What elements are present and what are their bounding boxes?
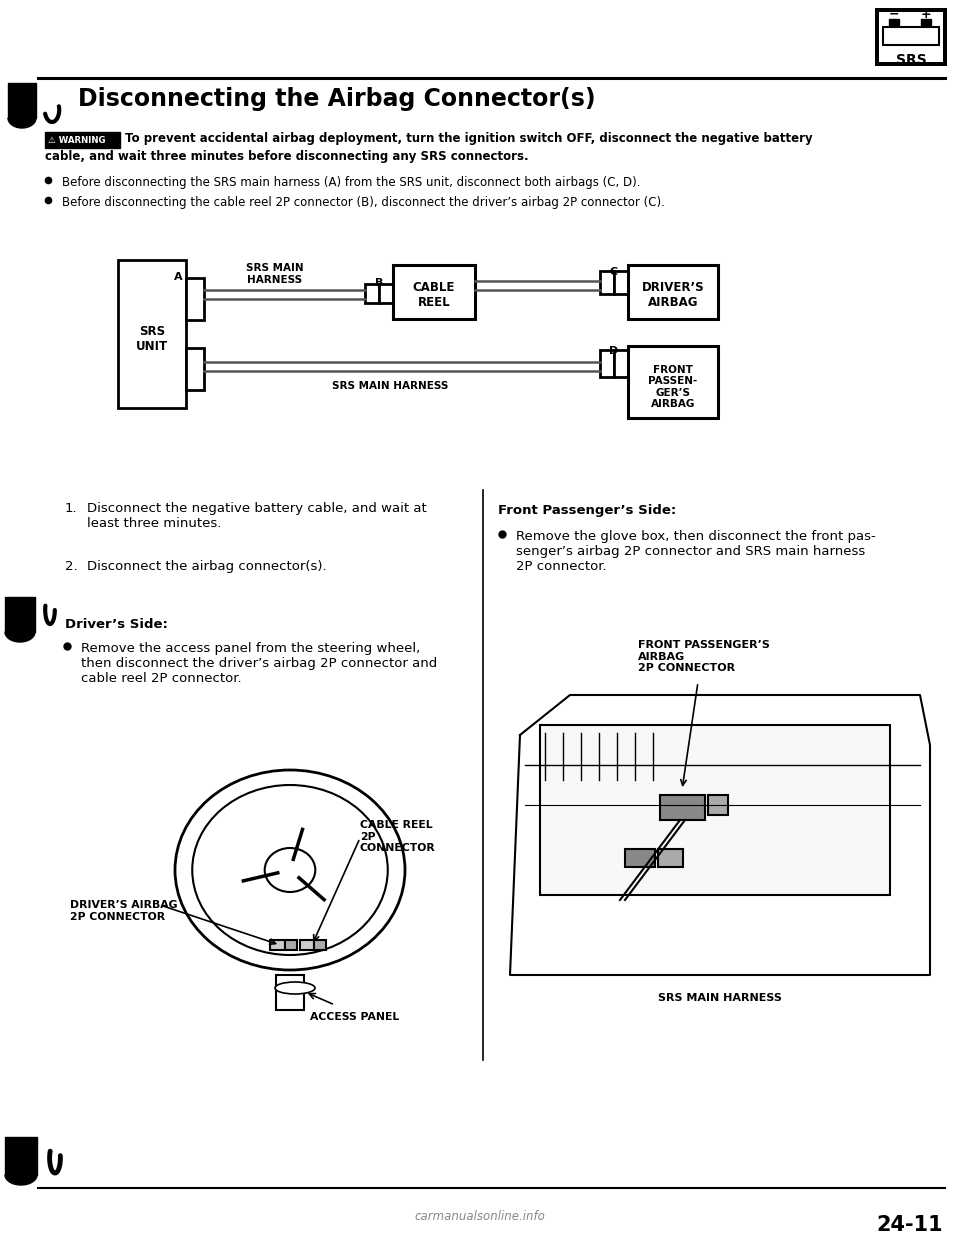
Bar xyxy=(276,975,304,1010)
Bar xyxy=(658,850,683,867)
Bar xyxy=(8,83,36,118)
Bar xyxy=(5,597,35,632)
Text: 2.: 2. xyxy=(65,560,78,573)
Polygon shape xyxy=(5,632,35,642)
Text: B: B xyxy=(374,278,383,288)
Bar xyxy=(600,271,614,294)
Text: FRONT PASSENGER’S
AIRBAG
2P CONNECTOR: FRONT PASSENGER’S AIRBAG 2P CONNECTOR xyxy=(638,640,770,673)
Bar xyxy=(285,940,297,950)
Text: Disconnecting the Airbag Connector(s): Disconnecting the Airbag Connector(s) xyxy=(78,87,595,111)
Bar xyxy=(875,7,947,66)
Text: carmanualsonline.info: carmanualsonline.info xyxy=(415,1210,545,1223)
Text: FRONT
PASSEN-
GER’S
AIRBAG: FRONT PASSEN- GER’S AIRBAG xyxy=(648,365,698,410)
Text: SRS MAIN
HARNESS: SRS MAIN HARNESS xyxy=(246,263,303,284)
Text: 1.: 1. xyxy=(65,502,78,515)
Text: SRS MAIN HARNESS: SRS MAIN HARNESS xyxy=(658,994,782,1004)
Polygon shape xyxy=(5,1175,37,1185)
Bar xyxy=(660,795,705,820)
Bar xyxy=(628,347,718,419)
Bar xyxy=(889,19,899,25)
Bar xyxy=(628,265,718,319)
Text: Driver’s Side:: Driver’s Side: xyxy=(65,619,168,631)
Polygon shape xyxy=(8,118,36,128)
Bar xyxy=(379,284,393,303)
Bar xyxy=(365,284,379,303)
Text: Before disconnecting the SRS main harness (A) from the SRS unit, disconnect both: Before disconnecting the SRS main harnes… xyxy=(62,176,640,189)
Bar xyxy=(118,260,186,409)
Text: DRIVER’S
AIRBAG: DRIVER’S AIRBAG xyxy=(641,281,705,309)
Text: −: − xyxy=(889,7,900,21)
Bar xyxy=(45,132,120,148)
Text: Disconnect the negative battery cable, and wait at
least three minutes.: Disconnect the negative battery cable, a… xyxy=(87,502,427,530)
Bar xyxy=(270,940,285,950)
Text: Remove the glove box, then disconnect the front pas-
senger’s airbag 2P connecto: Remove the glove box, then disconnect th… xyxy=(516,530,876,573)
Text: +: + xyxy=(921,7,931,21)
Bar xyxy=(883,27,939,45)
Text: Disconnect the airbag connector(s).: Disconnect the airbag connector(s). xyxy=(87,560,326,573)
Text: SRS: SRS xyxy=(896,53,926,67)
Bar xyxy=(540,725,890,895)
Text: CABLE REEL
2P
CONNECTOR: CABLE REEL 2P CONNECTOR xyxy=(360,820,436,853)
Text: Remove the access panel from the steering wheel,
then disconnect the driver’s ai: Remove the access panel from the steerin… xyxy=(81,642,437,686)
Text: cable, and wait three minutes before disconnecting any SRS connectors.: cable, and wait three minutes before dis… xyxy=(45,150,529,163)
Bar xyxy=(614,350,628,378)
Text: Before disconnecting the cable reel 2P connector (B), disconnect the driver’s ai: Before disconnecting the cable reel 2P c… xyxy=(62,196,665,209)
Text: ⚠ WARNING: ⚠ WARNING xyxy=(48,135,106,144)
Bar xyxy=(614,271,628,294)
Text: DRIVER’S AIRBAG
2P CONNECTOR: DRIVER’S AIRBAG 2P CONNECTOR xyxy=(70,900,178,922)
Text: To prevent accidental airbag deployment, turn the ignition switch OFF, disconnec: To prevent accidental airbag deployment,… xyxy=(125,132,812,145)
Bar xyxy=(625,850,655,867)
Bar xyxy=(879,12,943,62)
Text: A: A xyxy=(174,272,182,282)
Ellipse shape xyxy=(265,848,315,892)
Text: Front Passenger’s Side:: Front Passenger’s Side: xyxy=(498,504,676,517)
Text: CABLE
REEL: CABLE REEL xyxy=(413,281,455,309)
Text: C: C xyxy=(610,267,618,277)
Bar xyxy=(186,348,204,390)
Bar xyxy=(708,795,728,815)
Bar xyxy=(186,278,204,320)
Text: 24-11: 24-11 xyxy=(876,1215,944,1235)
Text: SRS MAIN HARNESS: SRS MAIN HARNESS xyxy=(332,381,448,391)
Text: D: D xyxy=(610,347,618,356)
Text: SRS
UNIT: SRS UNIT xyxy=(136,325,168,353)
Ellipse shape xyxy=(175,770,405,970)
Bar xyxy=(5,1136,37,1175)
Bar xyxy=(393,265,475,319)
Bar xyxy=(921,19,931,25)
Bar xyxy=(300,940,314,950)
Bar xyxy=(600,350,614,378)
Ellipse shape xyxy=(275,982,315,994)
Text: ACCESS PANEL: ACCESS PANEL xyxy=(310,1012,399,1022)
Bar xyxy=(314,940,326,950)
Ellipse shape xyxy=(192,785,388,955)
